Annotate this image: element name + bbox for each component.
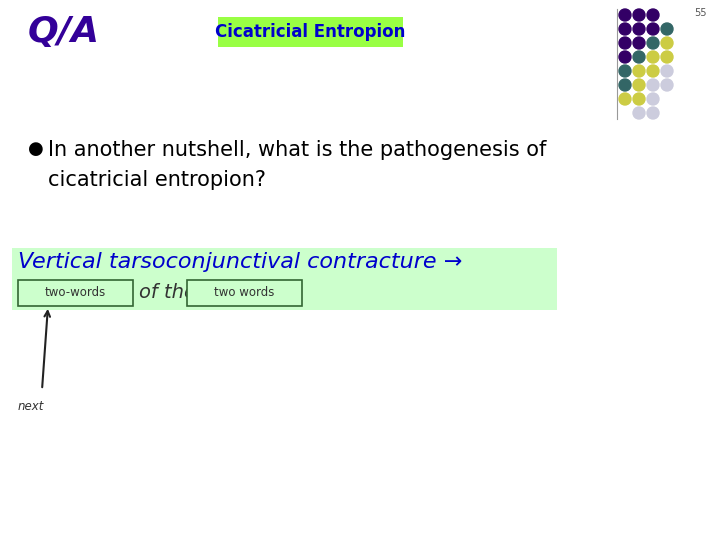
Text: next: next — [18, 400, 45, 413]
Circle shape — [661, 79, 673, 91]
Circle shape — [619, 9, 631, 21]
Text: Q/A: Q/A — [28, 15, 100, 49]
Circle shape — [633, 51, 645, 63]
Text: two-words: two-words — [45, 287, 106, 300]
Circle shape — [633, 79, 645, 91]
Text: of the: of the — [139, 284, 196, 302]
Circle shape — [647, 51, 659, 63]
Circle shape — [647, 9, 659, 21]
Circle shape — [647, 107, 659, 119]
Circle shape — [633, 107, 645, 119]
Circle shape — [661, 65, 673, 77]
Circle shape — [619, 65, 631, 77]
Text: two words: two words — [215, 287, 275, 300]
FancyBboxPatch shape — [187, 280, 302, 306]
Circle shape — [633, 9, 645, 21]
Circle shape — [633, 93, 645, 105]
Text: Vertical tarsoconjunctival contracture →: Vertical tarsoconjunctival contracture → — [18, 252, 462, 272]
Circle shape — [633, 37, 645, 49]
Circle shape — [647, 37, 659, 49]
Circle shape — [647, 93, 659, 105]
Circle shape — [661, 23, 673, 35]
FancyBboxPatch shape — [217, 17, 402, 47]
Text: cicatricial entropion?: cicatricial entropion? — [48, 170, 266, 190]
Circle shape — [661, 51, 673, 63]
Circle shape — [619, 93, 631, 105]
Circle shape — [633, 65, 645, 77]
Text: 55: 55 — [695, 8, 707, 18]
Circle shape — [647, 79, 659, 91]
Text: In another nutshell, what is the pathogenesis of: In another nutshell, what is the pathoge… — [48, 140, 546, 160]
FancyBboxPatch shape — [12, 248, 557, 310]
FancyBboxPatch shape — [18, 280, 133, 306]
Circle shape — [647, 65, 659, 77]
Text: Cicatricial Entropion: Cicatricial Entropion — [215, 23, 405, 41]
Circle shape — [647, 23, 659, 35]
Circle shape — [619, 51, 631, 63]
Circle shape — [619, 23, 631, 35]
Circle shape — [619, 79, 631, 91]
Text: ●: ● — [28, 140, 44, 158]
Circle shape — [661, 37, 673, 49]
Circle shape — [619, 37, 631, 49]
Circle shape — [633, 23, 645, 35]
